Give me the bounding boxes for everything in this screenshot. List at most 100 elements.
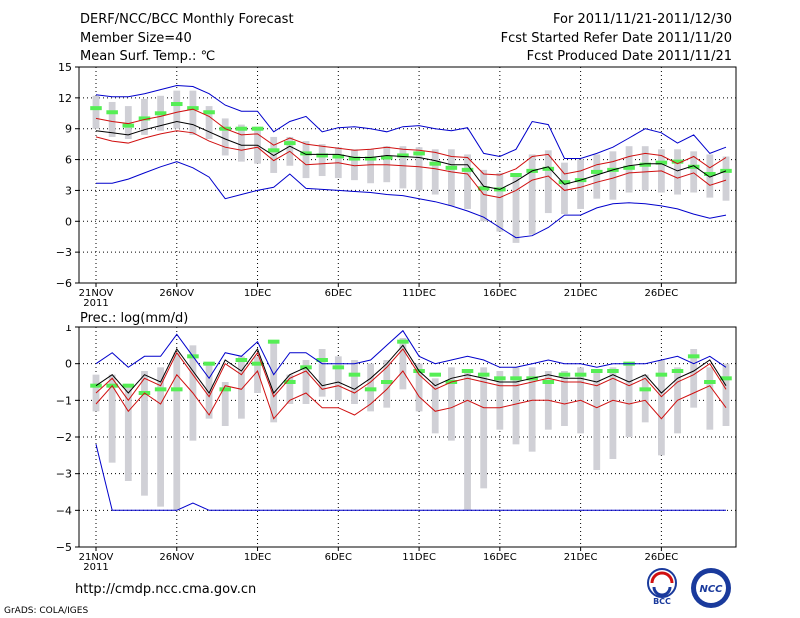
ensemble-mark [687, 354, 700, 359]
source-url[interactable]: http://cmdp.ncc.cma.gov.cn [75, 582, 257, 597]
spread-box [722, 156, 730, 201]
spread-box [528, 367, 536, 452]
spread-box [528, 154, 536, 235]
spread-box [205, 106, 213, 139]
x-tick-label: 26NOV [159, 552, 194, 563]
spread-box [674, 149, 681, 195]
spread-box [464, 154, 471, 209]
ensemble-mark [542, 380, 555, 384]
plot-frame [78, 66, 737, 284]
series-line-mean [95, 120, 727, 190]
bcc-logo: BCC [647, 568, 677, 606]
spread-box [157, 367, 165, 507]
y-tick-label: 15 [58, 61, 72, 74]
ensemble-mark [607, 369, 619, 373]
ensemble-mark [106, 110, 118, 115]
y-tick-label: 9 [65, 123, 72, 136]
x-tick-label: 21NOV [79, 552, 114, 563]
spread-box [367, 149, 375, 184]
spread-box [706, 154, 714, 198]
spread-box [480, 367, 488, 489]
spread-box [625, 363, 633, 437]
ensemble-mark [477, 372, 490, 377]
ensemble-mark [235, 358, 248, 362]
x-tick-label: 6DEC [325, 288, 352, 299]
x-tick-label: 21DEC [564, 288, 598, 299]
ensemble-mark [171, 102, 183, 107]
series-line-lower [95, 370, 727, 420]
series-line-min [96, 161, 727, 239]
spread-box [318, 349, 326, 397]
x-tick-label: 16DEC [483, 552, 517, 563]
ensemble-mark [316, 153, 328, 158]
spread-box [690, 349, 698, 408]
ensemble-mark [332, 154, 345, 159]
ensemble-mark [171, 387, 183, 392]
y-tick-label: −5 [56, 541, 72, 554]
y-tick-label: 3 [65, 184, 72, 197]
ensemble-mark [591, 369, 603, 373]
ensemble-mark [122, 383, 135, 388]
spread-box [141, 371, 148, 496]
y-tick-label: 0 [65, 358, 72, 371]
spread-box [399, 146, 407, 189]
series-line-max [95, 84, 727, 159]
spread-box [92, 95, 100, 129]
ensemble-mark [316, 358, 328, 362]
spread-box [464, 371, 471, 511]
spread-box [690, 151, 698, 193]
spread-box [496, 172, 504, 232]
series-line-lower [95, 130, 727, 199]
x-tick-label: 6DEC [325, 552, 352, 563]
ensemble-mark [494, 376, 506, 381]
spread-box [561, 162, 568, 215]
ensemble-mark [671, 369, 684, 373]
y-tick-label: −2 [56, 431, 72, 444]
spread-box [302, 141, 310, 179]
ensemble-mark [122, 123, 135, 128]
spread-box [593, 154, 601, 199]
spread-box [496, 371, 504, 430]
y-tick-label: 6 [65, 154, 72, 167]
spread-box [561, 371, 568, 426]
forecast-range-label: For 2011/11/21-2011/12/30 [553, 12, 732, 27]
x-tick-label: 26DEC [645, 552, 679, 563]
ensemble-mark [267, 339, 280, 344]
spread-box [415, 363, 423, 412]
ensemble-mark [477, 186, 490, 191]
precipitation-panel-title: Prec.: log(mm/d) [80, 311, 189, 326]
ensemble-mark [655, 372, 668, 377]
produced-date-label: Fcst Produced Date 2011/11/21 [526, 49, 732, 64]
ensemble-mark [364, 387, 377, 392]
ensemble-mark [687, 164, 700, 169]
ensemble-mark [720, 168, 732, 173]
ensemble-mark [381, 155, 393, 160]
y-tick-label: −3 [56, 246, 72, 259]
spread-box [544, 150, 552, 214]
ensemble-mark [381, 380, 393, 384]
x-tick-label: 26DEC [645, 288, 679, 299]
ensemble-mark [542, 166, 555, 171]
ensemble-mark [558, 372, 571, 377]
series-line-min [95, 444, 726, 511]
spread-box [431, 378, 439, 434]
y-tick-label: 1 [65, 325, 72, 334]
svg-text:BCC: BCC [653, 597, 671, 606]
ensemble-mark [251, 126, 264, 131]
spread-box [124, 106, 132, 139]
x-tick-label: 26NOV [159, 288, 194, 299]
ensemble-mark [154, 111, 167, 116]
ensemble-mark [558, 180, 571, 185]
ensemble-mark [348, 372, 361, 377]
spread-box [480, 169, 488, 222]
series-line-upper [95, 108, 727, 176]
ensemble-mark [445, 165, 458, 170]
x-year-label: 2011 [83, 298, 108, 309]
spread-box [237, 124, 245, 162]
x-tick-label: 21NOV [79, 288, 114, 299]
ensemble-mark [219, 387, 231, 392]
x-year-label: 2011 [83, 562, 108, 573]
ensemble-mark [203, 361, 215, 366]
ensemble-mark [574, 372, 587, 377]
